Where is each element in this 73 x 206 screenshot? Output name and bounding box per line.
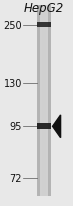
Bar xyxy=(38,6,39,196)
Bar xyxy=(50,6,51,196)
Bar xyxy=(40,6,41,196)
Bar xyxy=(43,6,44,196)
Text: 95: 95 xyxy=(9,122,22,132)
Bar xyxy=(48,6,49,196)
Text: 130: 130 xyxy=(4,78,22,88)
Text: HepG2: HepG2 xyxy=(24,2,64,15)
Bar xyxy=(46,6,47,196)
Bar xyxy=(37,6,38,196)
Bar xyxy=(36,6,51,196)
Bar xyxy=(42,6,43,196)
Bar xyxy=(36,23,51,28)
Text: 72: 72 xyxy=(9,173,22,183)
Text: 250: 250 xyxy=(3,21,22,31)
Bar xyxy=(45,6,46,196)
Bar xyxy=(40,6,48,196)
Bar xyxy=(41,6,42,196)
Bar xyxy=(39,6,40,196)
Bar xyxy=(47,6,48,196)
Polygon shape xyxy=(53,115,61,138)
Bar xyxy=(44,6,45,196)
Bar xyxy=(36,124,51,130)
Bar xyxy=(36,6,37,196)
Bar xyxy=(49,6,50,196)
